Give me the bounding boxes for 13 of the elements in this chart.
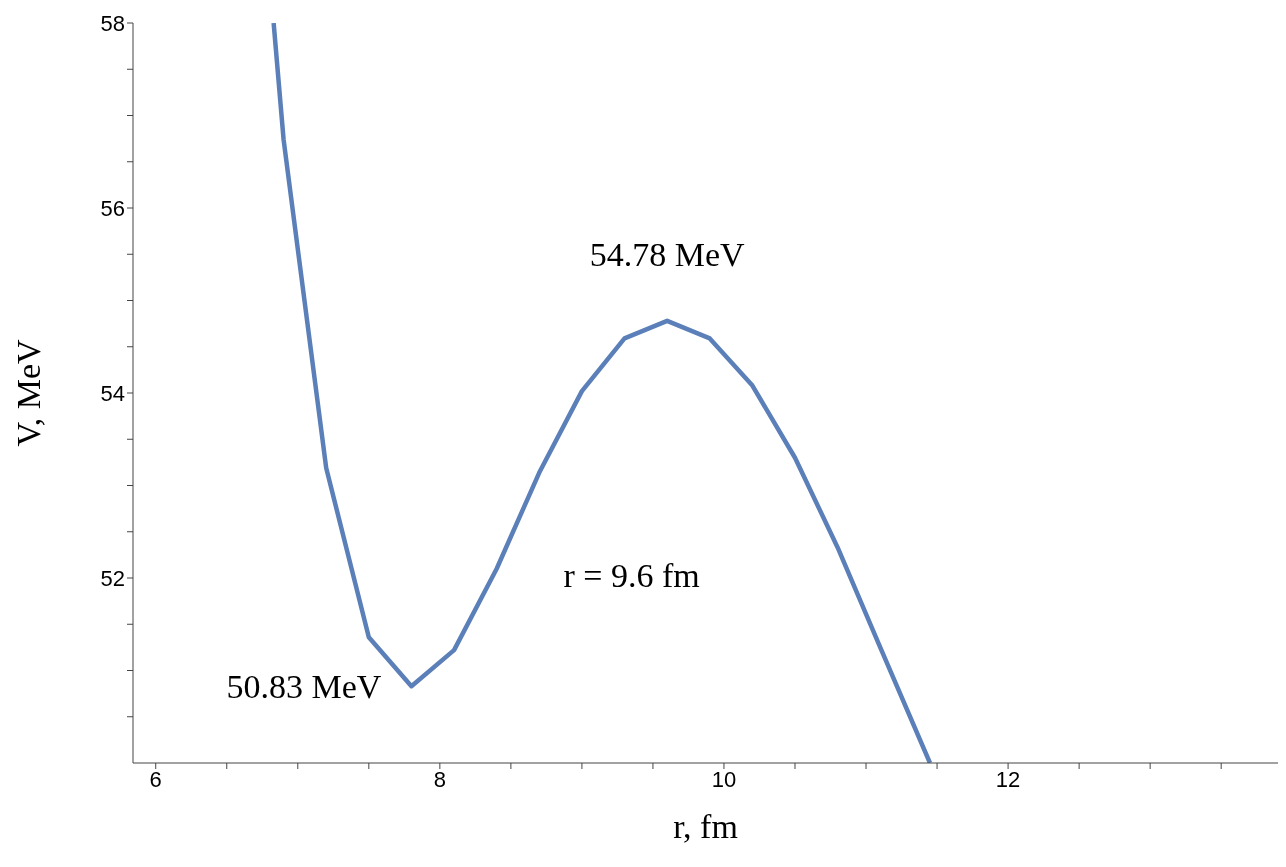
- annotation: 50.83 MeV: [226, 668, 382, 706]
- x-tick-label: 12: [995, 766, 1021, 792]
- y-tick-label: 52: [100, 565, 125, 591]
- y-tick-label: 54: [100, 380, 125, 406]
- y-tick-label: 58: [100, 10, 125, 36]
- annotation: r = 9.6 fm: [563, 557, 700, 595]
- annotation: 54.78 MeV: [589, 235, 746, 273]
- y-tick-label: 56: [100, 195, 125, 221]
- x-tick-label: 6: [149, 766, 162, 792]
- x-tick-label: 8: [433, 766, 446, 792]
- y-axis-title: V, MeV: [10, 339, 48, 447]
- x-tick-label: 10: [711, 766, 737, 792]
- x-axis-title: r, fm: [673, 808, 738, 845]
